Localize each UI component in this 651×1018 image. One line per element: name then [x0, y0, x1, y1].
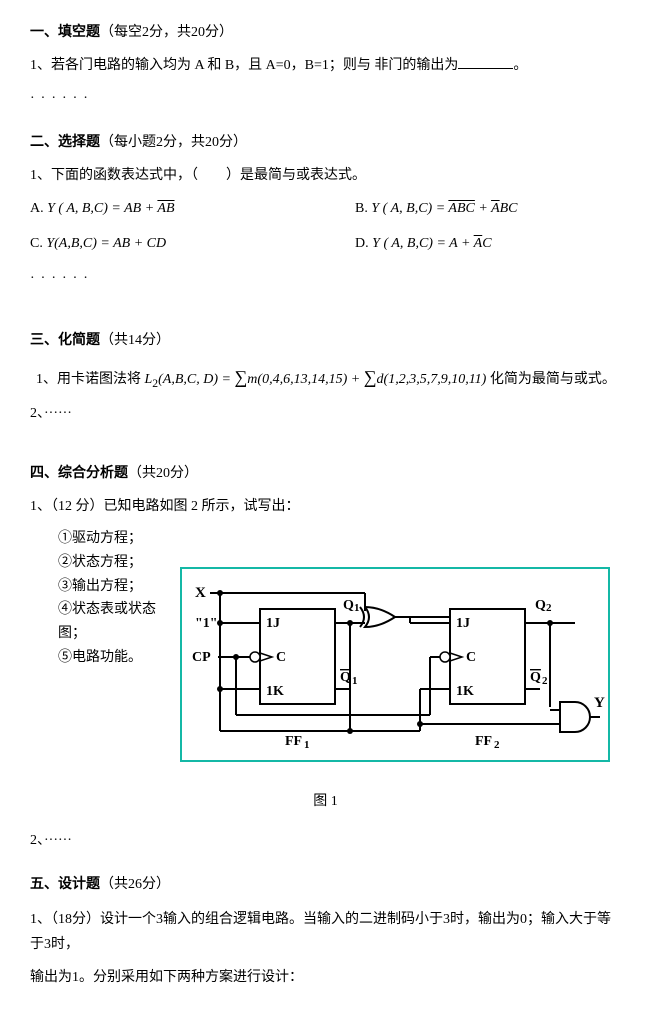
optB-func: Y ( A, B,C) =	[371, 201, 448, 216]
optB-p2: A	[491, 201, 500, 216]
section5-title-text: 五、设计题	[30, 877, 100, 892]
section3-q1: 1、用卡诺图法将 L2(A,B,C, D) = ∑m(0,4,6,13,14,1…	[36, 361, 621, 394]
optB-label: B.	[355, 201, 368, 216]
svg-text:FF: FF	[475, 734, 492, 749]
option-d: D. Y ( A, B,C) = A + AC	[355, 231, 621, 256]
option-b: B. Y ( A, B,C) = ABC + ABC	[355, 196, 621, 221]
sub2: ②状态方程；	[58, 551, 180, 575]
section1-title-text: 一、填空题	[30, 25, 100, 40]
q1-suffix: 化简为最简与或式。	[490, 372, 616, 387]
section1-q1-suffix: 。	[513, 58, 527, 73]
svg-text:Y: Y	[594, 695, 605, 711]
q1-sum1: ∑	[234, 367, 247, 387]
optB-plus: +	[475, 201, 491, 216]
section5-title: 五、设计题（共26分）	[30, 872, 621, 897]
svg-text:2: 2	[542, 675, 548, 687]
optB-part1: ABC	[448, 201, 474, 216]
section3-title-text: 三、化简题	[30, 333, 100, 348]
svg-text:2: 2	[546, 602, 552, 614]
section3-title: 三、化简题（共14分）	[30, 328, 621, 353]
svg-text:1J: 1J	[456, 616, 470, 631]
svg-text:C: C	[466, 650, 476, 665]
svg-text:Q: Q	[530, 670, 541, 685]
optC-label: C.	[30, 236, 43, 251]
svg-text:C: C	[276, 650, 286, 665]
section3-title-suffix: （共14分）	[100, 333, 170, 348]
section2-title: 二、选择题（每小题2分，共20分）	[30, 130, 621, 155]
svg-text:FF: FF	[285, 734, 302, 749]
optC-func: Y(A,B,C) = AB + CD	[46, 236, 166, 251]
blank-fill	[458, 55, 513, 69]
sub-items: ①驱动方程； ②状态方程； ③输出方程； ④状态表或状态图； ⑤电路功能。	[30, 527, 180, 670]
svg-text:2: 2	[494, 739, 500, 751]
sub3: ③输出方程；	[58, 575, 180, 599]
optD-func: Y ( A, B,C) = A +	[372, 236, 474, 251]
section4-q2: 2、······	[30, 828, 621, 853]
optA-func: Y ( A, B,C) = AB +	[47, 201, 157, 216]
section1-q1-prefix: 1、若各门电路的输入均为 A 和 B，且 A=0，B=1；则与 非门的输出为	[30, 58, 458, 73]
sub5: ⑤电路功能。	[58, 646, 180, 670]
svg-text:"1": "1"	[195, 616, 218, 631]
section5-q1-line2: 输出为1。分别采用如下两种方案进行设计：	[30, 965, 621, 990]
section1-q1: 1、若各门电路的输入均为 A 和 B，且 A=0，B=1；则与 非门的输出为 。	[30, 53, 621, 78]
svg-text:1J: 1J	[266, 616, 280, 631]
figure-caption: 图 1	[30, 789, 621, 814]
section2-title-suffix: （每小题2分，共20分）	[100, 135, 247, 150]
figure-row: ①驱动方程； ②状态方程； ③输出方程； ④状态表或状态图； ⑤电路功能。 1J…	[30, 527, 621, 771]
section4-title-text: 四、综合分析题	[30, 466, 128, 481]
section2-title-text: 二、选择题	[30, 135, 100, 150]
option-c: C. Y(A,B,C) = AB + CD	[30, 231, 355, 256]
sub4: ④状态表或状态图；	[58, 598, 180, 646]
svg-text:Q: Q	[343, 598, 354, 613]
option-a: A. Y ( A, B,C) = AB + AB	[30, 196, 355, 221]
q1-d: d(1,2,3,5,7,9,10,11)	[377, 372, 490, 387]
section1-title: 一、填空题（每空2分，共20分）	[30, 20, 621, 45]
optD-label: D.	[355, 236, 369, 251]
svg-text:1: 1	[304, 739, 310, 751]
svg-text:X: X	[195, 585, 206, 601]
section5-q1-line1: 1、（18分）设计一个3输入的组合逻辑电路。当输入的二进制码小于3时，输出为0；…	[30, 907, 621, 957]
optB-p3: BC	[500, 201, 518, 216]
section4-q1: 1、（12 分）已知电路如图 2 所示，试写出：	[30, 494, 621, 519]
options-container: A. Y ( A, B,C) = AB + AB B. Y ( A, B,C) …	[30, 196, 621, 266]
optA-label: A.	[30, 201, 44, 216]
section4-title: 四、综合分析题（共20分）	[30, 461, 621, 486]
section1-dots: ······	[30, 86, 621, 111]
circuit-diagram: 1J C 1K 1J C 1K X "1"	[180, 567, 621, 771]
section1-title-suffix: （每空2分，共20分）	[100, 25, 233, 40]
q1-p1: 1、用卡诺图法将	[36, 372, 145, 387]
svg-text:Q: Q	[535, 598, 546, 613]
q1-m: m(0,4,6,13,14,15) +	[247, 372, 363, 387]
svg-text:CP: CP	[192, 650, 211, 665]
section5-title-suffix: （共26分）	[100, 877, 170, 892]
svg-text:1K: 1K	[266, 684, 284, 699]
section2-q1: 1、下面的函数表达式中，（ ）是最简与或表达式。	[30, 163, 621, 188]
section3-q2: 2、······	[30, 401, 621, 426]
optA-rest: AB	[157, 201, 174, 216]
section4-title-suffix: （共20分）	[128, 466, 198, 481]
optD-rest: AC	[474, 236, 492, 251]
svg-text:1: 1	[354, 602, 360, 614]
section2-dots: ······	[30, 266, 621, 291]
q1-args: (A,B,C, D) =	[158, 372, 234, 387]
sub1: ①驱动方程；	[58, 527, 180, 551]
q1-sum2: ∑	[364, 367, 377, 387]
svg-text:1: 1	[352, 675, 358, 687]
svg-text:1K: 1K	[456, 684, 474, 699]
